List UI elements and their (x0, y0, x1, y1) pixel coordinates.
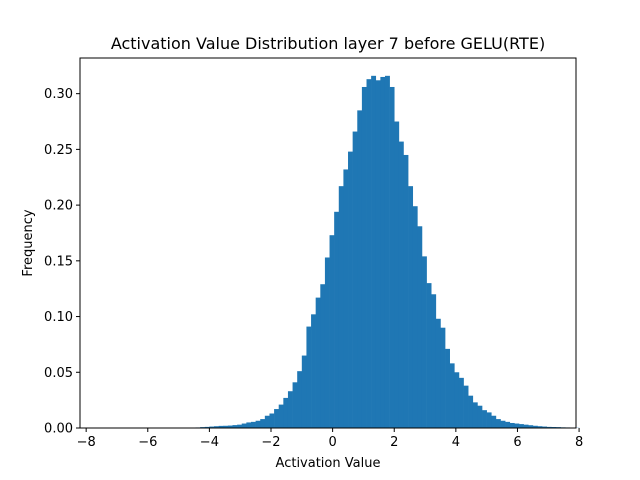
histogram-bar (505, 421, 511, 428)
histogram-bar (380, 76, 386, 428)
x-tick-label: 4 (452, 435, 460, 450)
histogram-bar (232, 425, 238, 428)
histogram-bar (546, 426, 552, 428)
histogram-bar (421, 256, 427, 428)
histogram-bar (472, 402, 478, 428)
histogram-bar (287, 391, 293, 428)
histogram-bars (186, 75, 580, 429)
x-tick-label: 8 (575, 435, 583, 450)
y-tick-label: 0.25 (44, 143, 73, 158)
histogram-bar (542, 426, 548, 428)
histogram-bar (204, 426, 210, 428)
histogram-bar (334, 211, 340, 428)
x-tick-label: −4 (200, 435, 219, 450)
histogram-bar (324, 257, 330, 428)
histogram-bar (250, 421, 256, 428)
x-tick-label: −6 (138, 435, 157, 450)
histogram-bar (509, 422, 515, 428)
histogram-bar (519, 424, 524, 428)
x-axis-label: Activation Value (276, 456, 381, 471)
histogram-bar (269, 413, 275, 428)
histogram-bar (412, 206, 418, 428)
histogram-bar (482, 410, 487, 428)
histogram-bar (463, 385, 469, 428)
chart-title: Activation Value Distribution layer 7 be… (111, 34, 545, 53)
histogram-bar (394, 121, 400, 429)
histogram-bar (306, 326, 312, 428)
histogram-bar (227, 425, 233, 428)
histogram-bar (403, 154, 409, 428)
y-tick-label: 0.10 (44, 310, 73, 325)
histogram-bar (292, 382, 298, 428)
histogram-bar (366, 79, 372, 429)
histogram-bar (320, 284, 326, 428)
histogram-bar (445, 348, 450, 428)
histogram-bar (408, 186, 414, 428)
y-axis-ticks: 0.00 0.05 0.10 0.15 0.20 0.25 0.30 (44, 87, 80, 437)
histogram-bar (209, 426, 215, 428)
x-tick-label: 6 (513, 435, 521, 450)
histogram-bar (528, 425, 534, 428)
x-tick-label: −8 (77, 435, 96, 450)
histogram-bar (454, 372, 460, 428)
histogram-bar (500, 420, 506, 428)
histogram-bar (214, 426, 219, 428)
y-tick-label: 0.30 (44, 87, 73, 102)
histogram-bar (283, 397, 289, 428)
histogram-bar (246, 422, 252, 428)
x-tick-label: 2 (390, 435, 398, 450)
histogram-bar (278, 404, 284, 428)
histogram-bar (264, 415, 270, 428)
y-tick-label: 0.15 (44, 254, 73, 269)
histogram-bar (435, 318, 441, 428)
histogram-bar (338, 186, 344, 428)
histogram-bar (352, 131, 358, 429)
histogram-bar (223, 425, 229, 428)
histogram-bar (260, 419, 266, 428)
histogram-bar (417, 226, 423, 428)
histogram-bar (241, 423, 247, 428)
histogram-bar (431, 294, 437, 428)
histogram-bar (477, 405, 483, 428)
histogram-bar (514, 423, 520, 428)
histogram-bar (274, 409, 280, 428)
y-tick-label: 0.20 (44, 199, 73, 214)
histogram-bar (357, 110, 363, 428)
histogram-bar (532, 425, 538, 428)
histogram-bar (537, 426, 543, 428)
histogram-bar (343, 169, 349, 428)
histogram-bar (311, 314, 316, 428)
histogram-bar (468, 395, 474, 428)
histogram-bar (255, 420, 261, 428)
histogram-bar (426, 283, 432, 428)
histogram-bar (348, 151, 353, 429)
x-axis-ticks: −8 −6 −4 −2 0 2 4 6 8 (77, 428, 583, 450)
histogram-bar (237, 424, 243, 428)
histogram-bar (440, 327, 446, 428)
histogram-bar (384, 75, 390, 428)
histogram-bar (361, 86, 367, 428)
y-axis-label: Frequency (21, 209, 36, 276)
y-tick-label: 0.00 (44, 422, 73, 437)
histogram-bar (371, 75, 377, 428)
histogram-bar (297, 371, 303, 428)
histogram-bar (398, 141, 404, 428)
histogram-bar (301, 355, 307, 428)
histogram-bar (315, 297, 321, 428)
histogram-bar (375, 80, 381, 428)
histogram-bar (329, 235, 335, 428)
histogram-bar (458, 377, 464, 428)
plot-frame (79, 57, 577, 429)
histogram-bar (523, 424, 529, 428)
histogram-bar (449, 363, 455, 428)
histogram-bar (486, 412, 492, 428)
histogram-bar (491, 415, 497, 428)
histogram-bar (218, 425, 224, 428)
histogram-bar (389, 86, 395, 428)
y-tick-label: 0.05 (44, 366, 73, 381)
x-tick-label: −2 (261, 435, 280, 450)
histogram-bar (495, 419, 501, 428)
x-tick-label: 0 (328, 435, 336, 450)
